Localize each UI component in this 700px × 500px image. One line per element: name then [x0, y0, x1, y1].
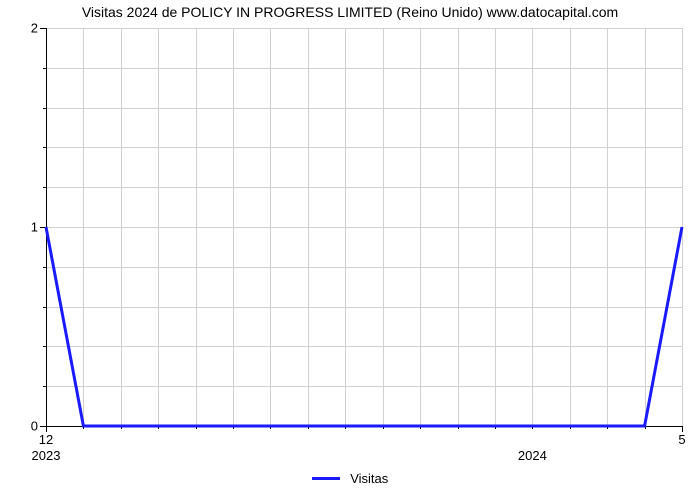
- data-line: [46, 28, 682, 426]
- chart-container: Visitas 2024 de POLICY IN PROGRESS LIMIT…: [0, 0, 700, 500]
- x-tick-label: 12: [39, 432, 53, 447]
- chart-title: Visitas 2024 de POLICY IN PROGRESS LIMIT…: [0, 4, 700, 20]
- y-tick-label: 1: [18, 220, 38, 235]
- x-year-label: 2023: [32, 448, 61, 463]
- y-tick-label: 0: [18, 419, 38, 434]
- legend-label: Visitas: [350, 471, 388, 486]
- legend: Visitas: [0, 470, 700, 488]
- plot-border: [682, 28, 683, 426]
- legend-swatch: [312, 477, 340, 480]
- y-tick-label: 2: [18, 21, 38, 36]
- x-tick-label: 5: [678, 432, 685, 447]
- x-year-label: 2024: [518, 448, 547, 463]
- plot-area: 01212520232024: [46, 28, 682, 426]
